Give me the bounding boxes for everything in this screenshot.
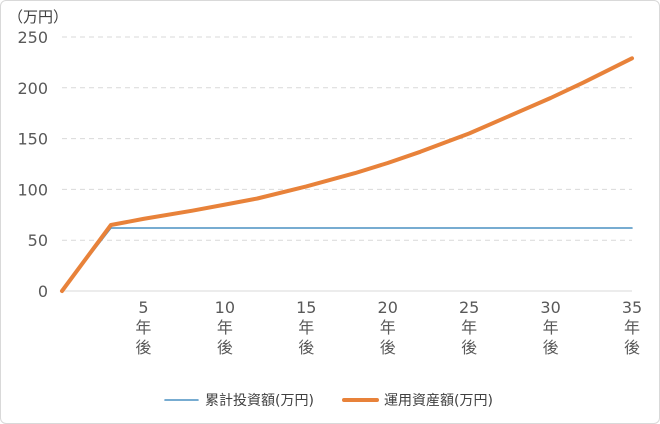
x-tick-label: 年 — [135, 318, 151, 337]
x-tick-label: 後 — [543, 338, 559, 357]
x-tick-label: 後 — [135, 338, 151, 357]
gridlines — [62, 36, 632, 292]
legend-label: 運用資産額(万円) — [384, 393, 493, 409]
x-tick-label: 年 — [298, 318, 314, 337]
x-tick-label: 年 — [217, 318, 233, 337]
x-tick-label: 35 — [622, 298, 642, 317]
x-tick-label: 後 — [298, 338, 314, 357]
x-tick-label: 後 — [380, 338, 396, 357]
y-tick-label: 150 — [17, 130, 48, 149]
y-axis-unit-label: （万円） — [8, 8, 68, 26]
y-axis-ticks: 0 50 100 150 200 250 — [17, 28, 48, 301]
series-line-1 — [61, 227, 633, 292]
series-line-2 — [60, 56, 634, 293]
x-tick-label: 後 — [461, 338, 477, 357]
y-tick-label: 50 — [28, 231, 48, 250]
x-tick-label: 年 — [461, 318, 477, 337]
x-tick-label: 年 — [380, 318, 396, 337]
x-tick-label: 年 — [543, 318, 559, 337]
series-lines — [60, 56, 634, 293]
x-tick-label: 後 — [217, 338, 233, 357]
y-tick-label: 200 — [17, 79, 48, 98]
x-tick-label: 25 — [459, 298, 479, 317]
y-tick-label: 0 — [38, 282, 48, 301]
x-tick-label: 5 — [138, 298, 148, 317]
x-tick-label: 年 — [624, 318, 640, 337]
x-tick-label: 10 — [215, 298, 235, 317]
legend: 累計投資額(万円) 運用資産額(万円) — [164, 393, 493, 409]
y-tick-label: 250 — [17, 28, 48, 47]
x-tick-label: 20 — [378, 298, 398, 317]
x-tick-label: 15 — [296, 298, 316, 317]
x-tick-label: 30 — [540, 298, 560, 317]
legend-label: 累計投資額(万円) — [205, 393, 314, 409]
x-tick-label: 後 — [624, 338, 640, 357]
y-tick-label: 100 — [17, 180, 48, 199]
